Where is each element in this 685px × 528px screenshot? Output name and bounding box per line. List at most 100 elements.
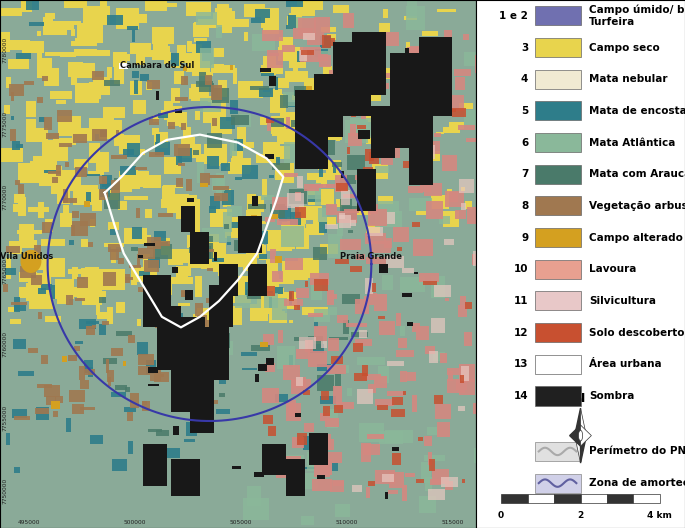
Bar [465, 303, 472, 308]
Bar [581, 494, 607, 503]
Bar [407, 0, 417, 18]
Bar [1, 148, 23, 163]
Bar [290, 212, 301, 225]
Bar [447, 95, 464, 111]
Bar [195, 235, 202, 242]
Bar [299, 337, 316, 348]
Bar [334, 118, 342, 125]
Bar [207, 156, 219, 168]
Bar [192, 398, 197, 409]
Bar [234, 240, 252, 251]
Bar [375, 294, 387, 311]
Bar [375, 211, 402, 227]
Bar [303, 33, 315, 40]
Bar [459, 364, 475, 382]
Bar [224, 224, 229, 229]
Bar [338, 108, 347, 115]
Bar [161, 199, 173, 208]
Bar [68, 269, 87, 274]
Bar [214, 8, 232, 26]
Bar [99, 324, 106, 335]
Bar [356, 298, 369, 314]
Bar [203, 243, 227, 261]
Bar [310, 273, 329, 286]
Bar [367, 71, 374, 79]
Bar [328, 234, 342, 258]
Bar [375, 376, 387, 388]
Bar [228, 162, 249, 174]
Bar [46, 396, 56, 404]
Bar [330, 364, 349, 373]
Bar [348, 230, 353, 233]
Bar [325, 419, 338, 427]
Bar [86, 321, 99, 324]
Bar [218, 267, 223, 276]
Text: 13: 13 [514, 360, 528, 369]
Bar [77, 277, 88, 288]
Bar [212, 292, 219, 304]
Bar [272, 298, 287, 320]
Bar [212, 118, 217, 126]
Bar [280, 95, 288, 108]
Text: 500000: 500000 [123, 520, 146, 525]
Bar [38, 288, 46, 294]
Bar [198, 19, 218, 28]
Bar [35, 408, 49, 414]
Bar [211, 101, 226, 122]
Bar [331, 38, 335, 46]
Bar [286, 233, 295, 249]
Bar [323, 140, 335, 155]
Bar [357, 79, 361, 85]
Bar [269, 175, 274, 178]
Bar [377, 201, 399, 213]
Bar [103, 357, 116, 364]
Bar [419, 37, 452, 116]
Bar [160, 110, 171, 116]
Bar [372, 164, 388, 179]
Bar [369, 294, 377, 297]
Bar [382, 474, 394, 483]
Bar [342, 294, 360, 304]
Bar [386, 129, 401, 143]
Text: 8: 8 [521, 201, 528, 211]
Bar [404, 16, 417, 20]
Bar [204, 144, 227, 164]
Bar [334, 404, 342, 413]
Bar [273, 313, 286, 323]
Bar [84, 6, 98, 23]
Bar [171, 317, 205, 412]
Bar [323, 184, 327, 187]
Bar [12, 142, 20, 150]
Bar [299, 206, 322, 221]
Bar [316, 83, 325, 98]
Bar [145, 0, 167, 11]
Bar [28, 274, 49, 290]
Bar [395, 121, 404, 131]
Bar [190, 232, 210, 264]
Bar [138, 255, 143, 258]
Bar [178, 148, 192, 162]
Bar [339, 215, 351, 228]
Bar [173, 426, 179, 435]
Bar [41, 239, 65, 246]
Bar [379, 322, 395, 335]
Bar [160, 40, 168, 45]
Bar [316, 173, 327, 185]
Bar [25, 252, 42, 261]
Bar [266, 358, 273, 365]
Bar [97, 80, 105, 83]
Bar [237, 127, 246, 144]
Bar [199, 71, 205, 87]
Bar [63, 205, 69, 215]
Bar [43, 269, 55, 276]
Bar [260, 239, 264, 249]
Bar [447, 379, 465, 393]
Bar [316, 184, 331, 188]
Bar [80, 213, 96, 225]
Bar [275, 287, 282, 294]
Bar [197, 315, 206, 326]
Bar [342, 13, 353, 28]
Bar [223, 190, 234, 204]
Bar [139, 234, 151, 244]
Text: Vila Unidos: Vila Unidos [0, 251, 53, 261]
